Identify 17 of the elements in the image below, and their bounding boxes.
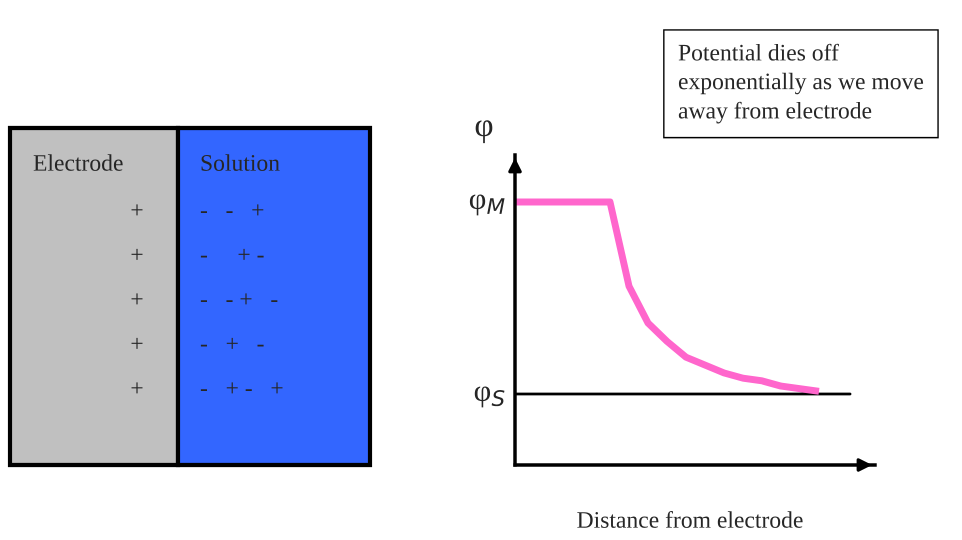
text: + — [132, 293, 143, 304]
text: - + - + — [200, 382, 283, 394]
text: + — [132, 248, 143, 260]
text: - + - — [200, 248, 264, 260]
text: φ$_{M}$ — [470, 194, 505, 216]
text: - - + — [200, 204, 264, 216]
ref-line-label: φ$_{S}$ — [474, 386, 504, 408]
text: Electrode — [34, 154, 123, 171]
text: + — [132, 204, 143, 216]
x-axis-title: Distance from electrode — [577, 511, 803, 528]
y-axis-title: φ — [476, 120, 492, 144]
text: Potential dies off exponentially as we move away from electrode — [678, 44, 924, 124]
text: - + - — [200, 338, 264, 349]
text: + — [132, 382, 143, 394]
text: + — [132, 338, 143, 349]
text: Solution — [202, 154, 280, 171]
text: - - + - — [200, 293, 278, 304]
